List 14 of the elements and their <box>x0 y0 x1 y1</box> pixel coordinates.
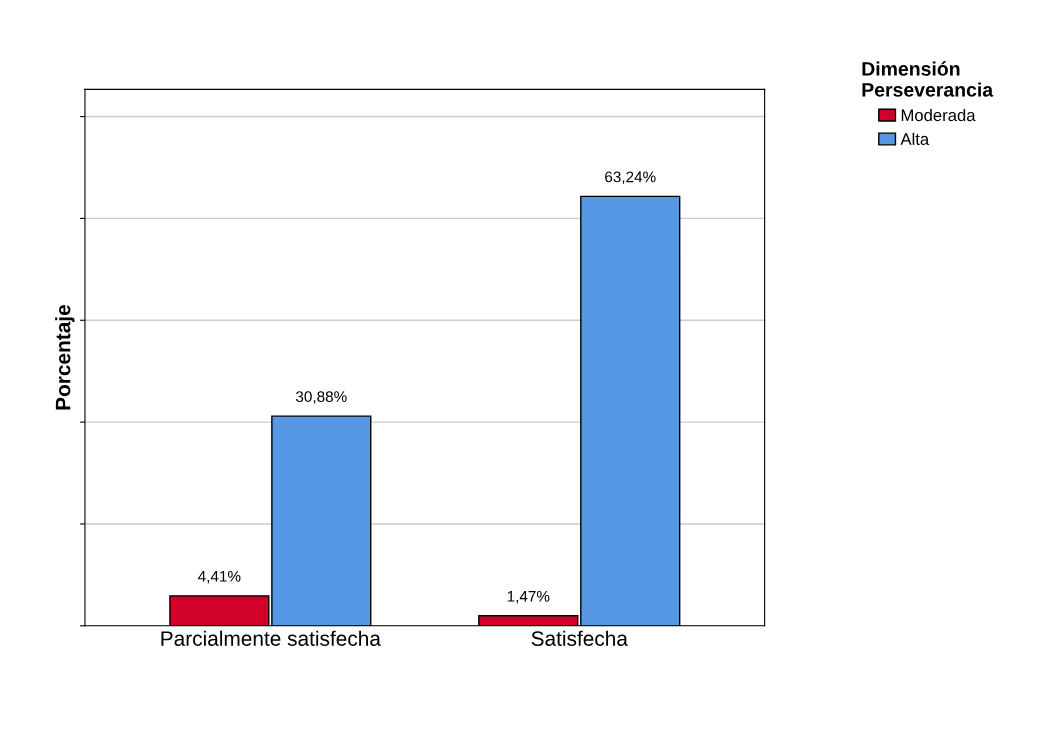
x-tick-label: Satisfecha <box>531 630 628 646</box>
legend-label: Moderada <box>901 108 976 122</box>
data-label: 30,88% <box>295 391 347 404</box>
bar <box>271 415 372 626</box>
data-label: 4,41% <box>198 570 241 584</box>
legend-label: Alta <box>900 132 930 145</box>
legend-title: Dimensión Perseverancia <box>862 61 994 97</box>
data-label: 63,24% <box>605 171 656 185</box>
bar <box>478 615 579 626</box>
x-tick-label: Parcialmente satisfecha <box>161 630 381 646</box>
y-axis-title: Porcentaje <box>55 305 75 410</box>
bar <box>580 195 681 626</box>
bar <box>169 595 270 626</box>
data-label: 1,47% <box>507 590 550 604</box>
